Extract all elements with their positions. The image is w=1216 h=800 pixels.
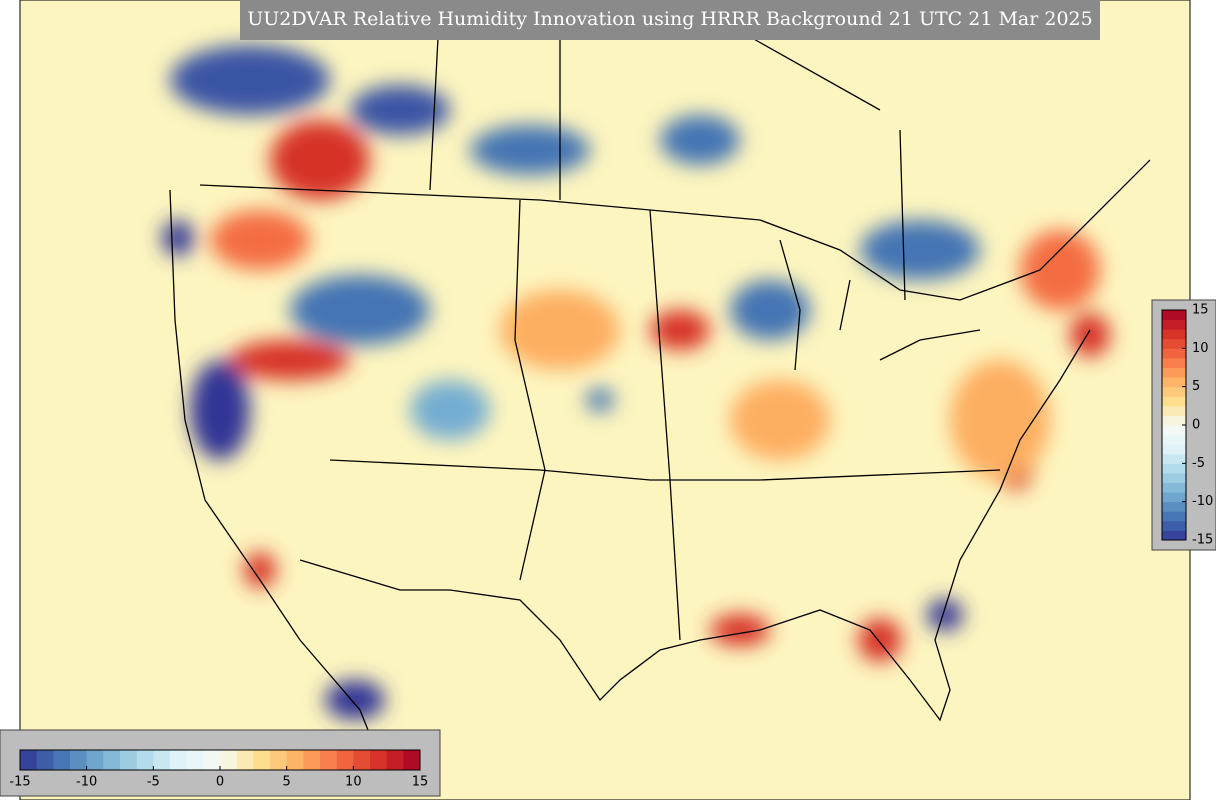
colorbar-bin (1162, 463, 1186, 474)
colorbar-bin (136, 750, 154, 770)
colorbar-bin (386, 750, 404, 770)
borders (169, 0, 1151, 761)
colorbar-bin (1162, 453, 1186, 464)
colorbar-tick-label: -15 (1192, 533, 1213, 548)
colorbar-tick-label: 15 (412, 775, 429, 790)
colorbar-tick-label: 0 (216, 775, 224, 790)
colorbar-bin (1162, 396, 1186, 407)
colorbar-tick-label: -10 (1192, 494, 1213, 509)
colorbar-bin (20, 750, 38, 770)
title-box (240, 0, 1100, 40)
colorbar-bin (1162, 434, 1186, 445)
colorbar-bin (1162, 444, 1186, 455)
colorbar-tick-label: 5 (283, 775, 291, 790)
colorbar-bin (303, 750, 321, 770)
colorbar-bin (370, 750, 388, 770)
colorbar-tick-label: 5 (1192, 379, 1200, 394)
colorbar-right: 15 10 5 0 -5 -10 -15 (1151, 299, 1216, 551)
colorbar-bin (1162, 425, 1186, 436)
colorbar-tick-label: -10 (76, 775, 97, 790)
colorbar-tick-label: -15 (9, 775, 30, 790)
colorbar-bin (220, 750, 238, 770)
colorbar-bin (103, 750, 121, 770)
colorbar-tick-label: -5 (1192, 456, 1205, 471)
colorbar-bin (353, 750, 371, 770)
colorbar-bin (336, 750, 354, 770)
colorbar-bin (403, 750, 421, 770)
colorbar-bin (1162, 405, 1186, 416)
colorbar-bin (286, 750, 304, 770)
colorbar-bin (1162, 386, 1186, 397)
colorbar-bin (1162, 310, 1186, 321)
colorbar-bin (53, 750, 71, 770)
colorbar-bin (70, 750, 88, 770)
colorbar-bin (170, 750, 188, 770)
colorbar-bin (1162, 367, 1186, 378)
colorbar-bin (1162, 501, 1186, 512)
colorbar-bin (1162, 357, 1186, 368)
colorbar-bottom: -15 -10 -5 0 5 10 15 (0, 729, 441, 797)
colorbar-bin (1162, 348, 1186, 359)
colorbar-bin (36, 750, 54, 770)
colorbar-bin (120, 750, 138, 770)
colorbar-bin (236, 750, 254, 770)
colorbar-bin (1162, 319, 1186, 330)
map-field (19, 0, 1191, 800)
colorbar-bin (1162, 377, 1186, 388)
colorbar-bin (1162, 530, 1186, 541)
colorbar-bin (1162, 472, 1186, 483)
colorbar-bin (1162, 415, 1186, 426)
colorbar-bin (1162, 338, 1186, 349)
colorbar-tick-label: 15 (1192, 303, 1209, 318)
colorbar-bin (1162, 520, 1186, 531)
colorbar-bin (1162, 492, 1186, 503)
colorbar-tick-label: 0 (1192, 418, 1200, 433)
innovation-blobs (162, 45, 1110, 720)
colorbar-tick-label: -5 (147, 775, 160, 790)
colorbar-bin (1162, 329, 1186, 340)
colorbar-tick-label: 10 (345, 775, 362, 790)
colorbar-bin (203, 750, 221, 770)
colorbar-bin (270, 750, 288, 770)
colorbar-bin (86, 750, 104, 770)
colorbar-tick-label: 10 (1192, 341, 1209, 356)
colorbar-bin (153, 750, 171, 770)
colorbar-bin (1162, 482, 1186, 493)
colorbar-bin (320, 750, 338, 770)
title: UU2DVAR Relative Humidity Innovation usi… (247, 8, 1092, 30)
colorbar-bin (1162, 511, 1186, 522)
colorbar-bin (186, 750, 204, 770)
colorbar-bin (253, 750, 271, 770)
